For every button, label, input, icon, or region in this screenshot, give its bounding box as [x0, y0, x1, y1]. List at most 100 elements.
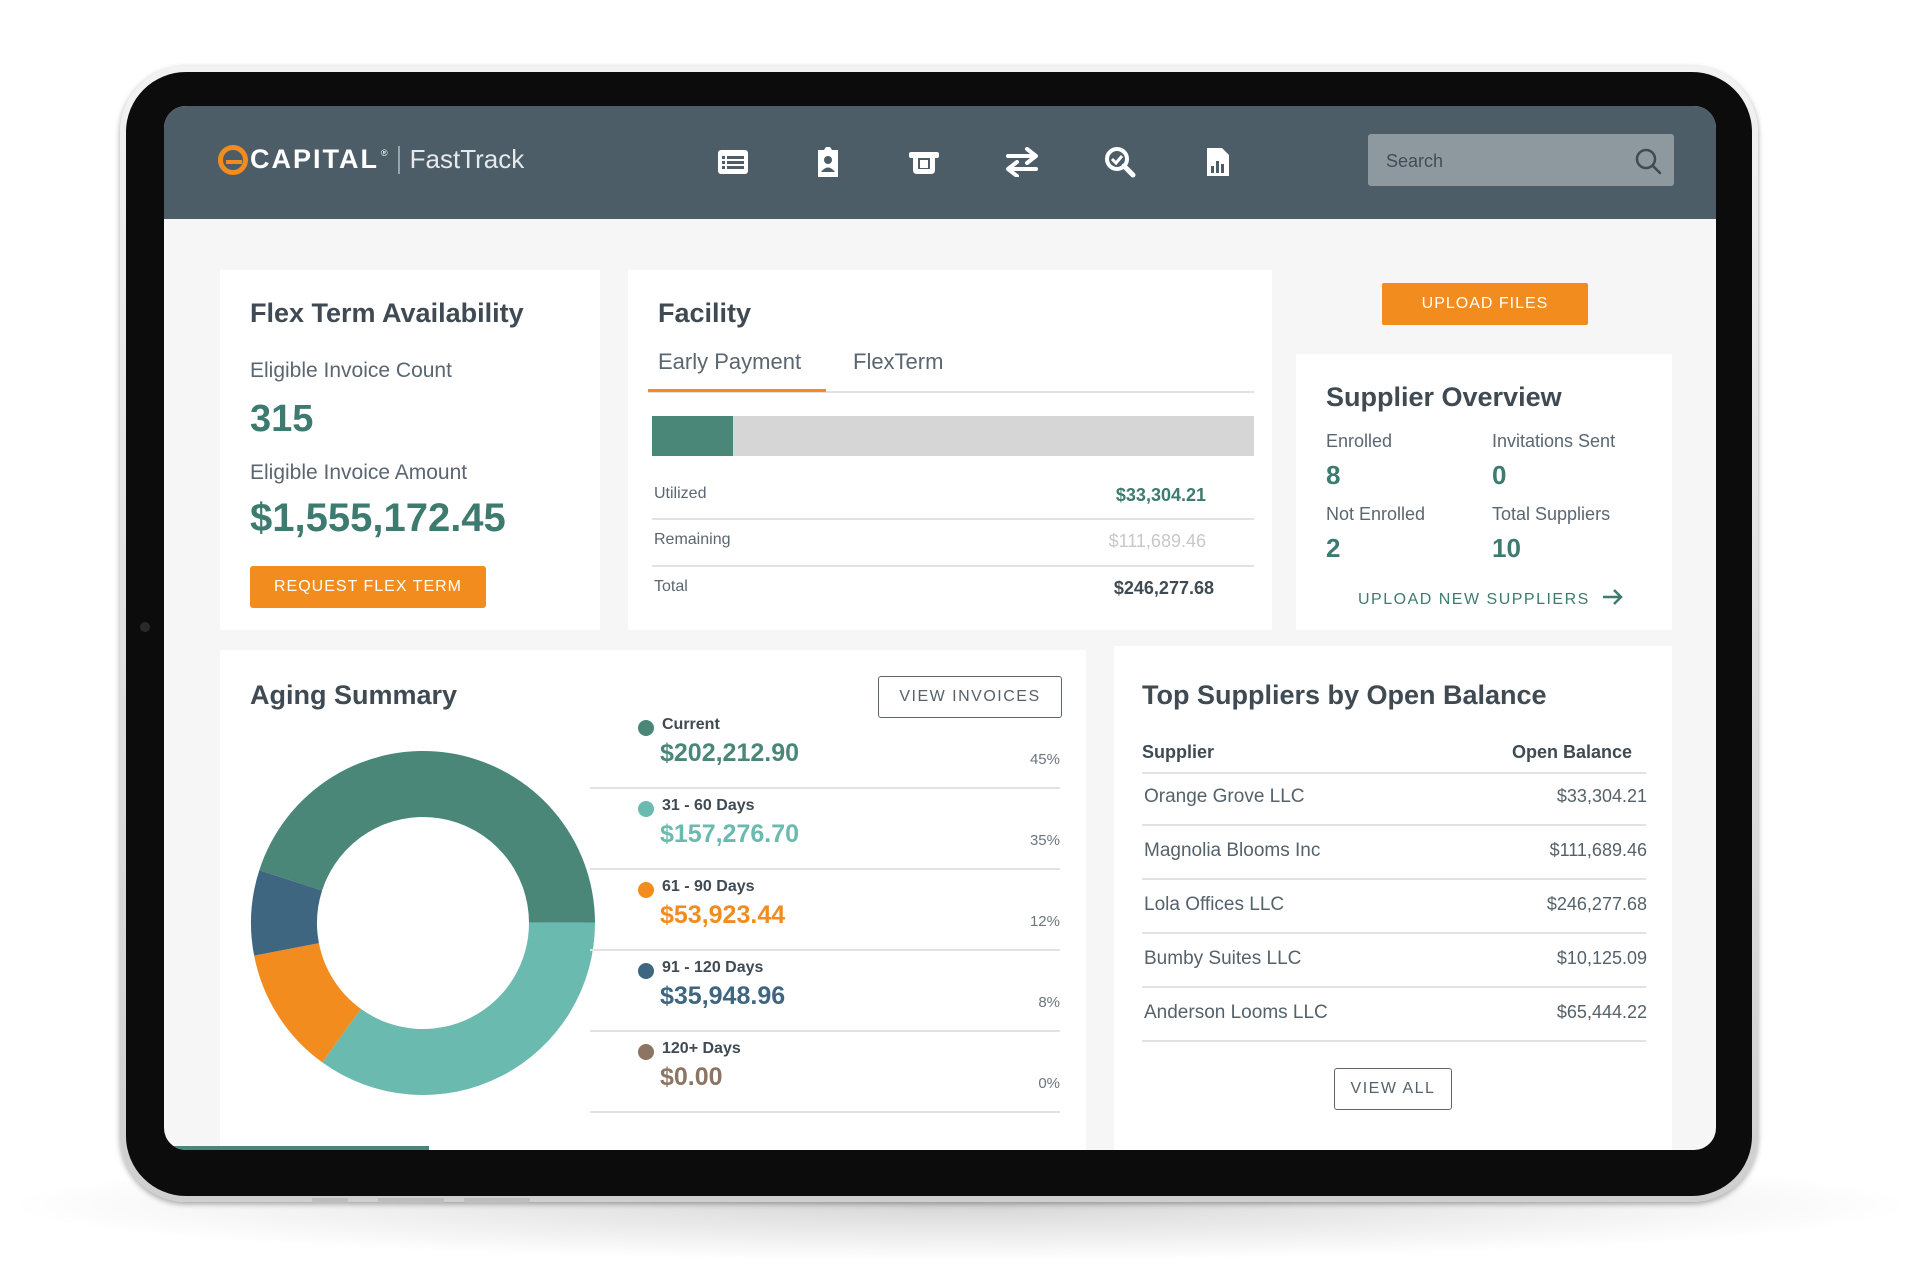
report-chart-icon[interactable]	[1200, 144, 1236, 180]
device-button	[378, 1198, 444, 1203]
row-divider	[590, 787, 1060, 789]
donut-slice	[254, 943, 361, 1063]
bucket-percent: 45%	[1029, 751, 1060, 768]
bucket-amount: $202,212.90	[660, 739, 800, 767]
facility-usage-bar	[652, 416, 1254, 456]
table-row[interactable]: Lola Offices LLC $246,277.68	[1114, 880, 1672, 934]
eligible-count-value: 315	[250, 398, 314, 440]
request-flex-term-button[interactable]: REQUEST FLEX TERM	[250, 566, 486, 608]
not-enrolled-value: 2	[1326, 533, 1341, 563]
legend-dot	[638, 720, 654, 736]
bucket-name: 91 - 120 Days	[662, 959, 764, 976]
remaining-label: Remaining	[654, 531, 731, 548]
tab-flexterm[interactable]: FlexTerm	[853, 349, 944, 374]
tab-divider	[648, 391, 1254, 393]
aging-donut-chart	[251, 751, 595, 1095]
search-zoom-icon[interactable]	[1102, 144, 1138, 180]
open-balance: $65,444.22	[1556, 1002, 1647, 1022]
device-button	[464, 1198, 530, 1203]
eligible-amount-value: $1,555,172.45	[250, 496, 506, 540]
invitations-sent-value: 0	[1492, 460, 1507, 490]
id-badge-icon[interactable]	[810, 144, 846, 180]
flex-term-card: Flex Term Availability Eligible Invoice …	[220, 270, 600, 630]
upload-new-suppliers-label: UPLOAD NEW SUPPLIERS	[1358, 590, 1590, 608]
active-tab-indicator	[648, 389, 826, 392]
total-value: $246,277.68	[1113, 578, 1214, 598]
row-divider	[590, 868, 1060, 870]
bottom-progress-strip	[164, 1146, 429, 1150]
header-divider	[1142, 772, 1646, 774]
card-title: Top Suppliers by Open Balance	[1142, 680, 1547, 710]
enrolled-label: Enrolled	[1326, 431, 1393, 451]
bucket-amount: $157,276.70	[660, 820, 800, 848]
row-divider	[590, 1030, 1060, 1032]
card-title: Aging Summary	[250, 680, 458, 710]
total-suppliers-value: 10	[1492, 533, 1521, 563]
arrow-right-icon	[1602, 588, 1624, 611]
row-divider	[1142, 824, 1646, 826]
row-divider	[590, 1111, 1060, 1113]
aging-summary-card: Aging Summary VIEW INVOICES Current $202,…	[220, 650, 1086, 1150]
column-header-supplier: Supplier	[1142, 742, 1215, 762]
supplier-name: Orange Grove LLC	[1144, 786, 1305, 807]
upload-new-suppliers-link[interactable]: UPLOAD NEW SUPPLIERS	[1358, 588, 1624, 611]
utilized-label: Utilized	[654, 485, 707, 502]
open-balance: $33,304.21	[1556, 786, 1647, 806]
total-suppliers-label: Total Suppliers	[1492, 504, 1611, 524]
bucket-name: Current	[662, 716, 720, 733]
remaining-value: $111,689.46	[1108, 531, 1206, 551]
open-balance: $246,277.68	[1546, 894, 1647, 914]
bucket-percent: 8%	[1038, 994, 1060, 1011]
bucket-amount: $0.00	[660, 1063, 723, 1091]
list-icon[interactable]	[715, 144, 751, 180]
enrolled-value: 8	[1326, 460, 1341, 490]
top-navigation-bar: CAPITAL ® FastTrack	[164, 106, 1716, 219]
utilized-value: $33,304.21	[1115, 485, 1206, 505]
device-button	[312, 1198, 348, 1203]
logo-wordmark: CAPITAL	[250, 144, 379, 174]
app-screen: CAPITAL ® FastTrack	[164, 106, 1716, 1150]
eligible-count-label: Eligible Invoice Count	[250, 359, 452, 382]
search-box[interactable]	[1368, 134, 1674, 188]
supplier-overview-card: Supplier Overview Enrolled 8 Invitations…	[1296, 354, 1672, 630]
donut-slice	[322, 922, 595, 1095]
bucket-name: 120+ Days	[662, 1040, 741, 1057]
open-balance: $111,689.46	[1549, 840, 1647, 860]
table-row[interactable]: Magnolia Blooms Inc $111,689.46	[1114, 826, 1672, 880]
search-icon[interactable]	[1634, 147, 1662, 180]
view-invoices-button[interactable]: VIEW INVOICES	[878, 676, 1062, 718]
legend-dot	[638, 801, 654, 817]
open-balance: $10,125.09	[1556, 948, 1647, 968]
row-divider	[1142, 878, 1646, 880]
supplier-name: Magnolia Blooms Inc	[1144, 840, 1321, 861]
aging-bucket-row: Current $202,212.90 45%	[590, 708, 1060, 789]
card-title: Flex Term Availability	[250, 298, 524, 328]
bucket-amount: $35,948.96	[660, 982, 786, 1010]
not-enrolled-label: Not Enrolled	[1326, 504, 1426, 524]
aging-bucket-row: 61 - 90 Days $53,923.44 12%	[590, 870, 1060, 951]
facility-usage-fill	[652, 416, 734, 456]
upload-files-button[interactable]: UPLOAD FILES	[1382, 283, 1588, 325]
front-camera	[140, 622, 150, 632]
bucket-percent: 12%	[1029, 913, 1060, 930]
table-row[interactable]: Bumby Suites LLC $10,125.09	[1114, 934, 1672, 988]
bucket-name: 31 - 60 Days	[662, 797, 755, 814]
legend-dot	[638, 882, 654, 898]
bucket-name: 61 - 90 Days	[662, 878, 755, 895]
legend-dot	[638, 1044, 654, 1060]
bucket-percent: 0%	[1038, 1075, 1060, 1092]
row-divider	[652, 518, 1254, 520]
table-row[interactable]: Anderson Looms LLC $65,444.22	[1114, 988, 1672, 1042]
table-row[interactable]: Orange Grove LLC $33,304.21	[1114, 772, 1672, 826]
tab-early-payment[interactable]: Early Payment	[658, 349, 802, 374]
view-all-button[interactable]: VIEW ALL	[1334, 1068, 1452, 1110]
card-title: Facility	[658, 298, 752, 328]
search-input[interactable]	[1384, 134, 1628, 188]
row-divider	[590, 949, 1060, 951]
transfer-arrows-icon[interactable]	[1004, 144, 1040, 180]
app-logo[interactable]: CAPITAL ® FastTrack	[218, 144, 524, 175]
logo-e-icon	[218, 144, 248, 175]
printer-icon[interactable]	[906, 144, 942, 180]
aging-bucket-row: 120+ Days $0.00 0%	[590, 1032, 1060, 1113]
logo-divider	[397, 145, 400, 174]
